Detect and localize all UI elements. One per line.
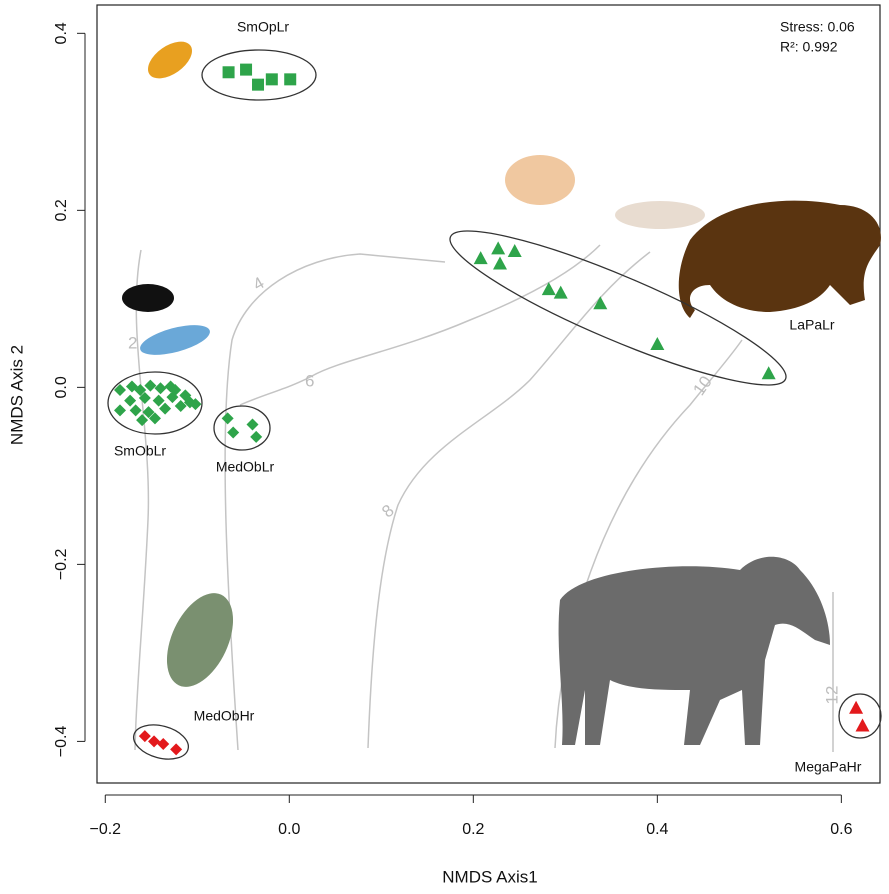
- tapir: [559, 557, 830, 745]
- point: [474, 251, 488, 264]
- group-label: LaPaLr: [789, 317, 834, 333]
- bird: [122, 284, 174, 312]
- y-tick-label: 0.2: [53, 199, 70, 221]
- point: [493, 256, 507, 269]
- stress-annotation: Stress: 0.06: [780, 19, 855, 35]
- group-label: MedObHr: [194, 708, 255, 724]
- contour-line: [240, 245, 600, 405]
- point: [650, 337, 664, 350]
- y-tick-label: −0.2: [53, 548, 70, 580]
- point: [554, 286, 568, 299]
- x-tick-label: −0.2: [89, 821, 121, 838]
- point: [252, 79, 264, 91]
- point: [246, 419, 258, 431]
- group-label: SmOpLr: [237, 19, 289, 35]
- point: [542, 282, 556, 295]
- contour-label: 12: [822, 686, 841, 705]
- point: [144, 380, 156, 392]
- monkey: [679, 201, 881, 318]
- x-tick-label: 0.6: [830, 821, 852, 838]
- group-label: MegaPaHr: [795, 759, 862, 775]
- illustrations: [122, 34, 881, 745]
- contour-label: 2: [128, 333, 137, 352]
- bird: [153, 583, 246, 697]
- point: [856, 718, 870, 731]
- point: [114, 404, 126, 416]
- contour-label: 8: [378, 501, 397, 522]
- group-ellipse: [202, 50, 316, 100]
- point: [250, 431, 262, 443]
- bird: [505, 155, 575, 205]
- point: [227, 427, 239, 439]
- point: [148, 735, 160, 747]
- x-tick-label: 0.0: [278, 821, 300, 838]
- point: [130, 404, 142, 416]
- contour-line: [135, 250, 148, 750]
- point: [266, 73, 278, 85]
- r2-annotation: R²: 0.992: [780, 39, 838, 55]
- point: [139, 730, 151, 742]
- y-axis-title: NMDS Axis 2: [7, 345, 26, 445]
- x-tick-label: 0.4: [646, 821, 668, 838]
- point: [240, 64, 252, 76]
- point: [222, 412, 234, 424]
- point: [159, 403, 171, 415]
- chart: 2 4 6 8 10 12 Stress: 0.06 R²: 0.992 NMD…: [0, 0, 889, 889]
- bird: [141, 34, 198, 86]
- point: [153, 395, 165, 407]
- x-tick-label: 0.2: [462, 821, 484, 838]
- opossum: [615, 201, 705, 229]
- point: [284, 73, 296, 85]
- point: [223, 66, 235, 78]
- group-label: SmObLr: [114, 443, 166, 459]
- y-tick-label: −0.4: [53, 726, 70, 758]
- group-label: MedObLr: [216, 459, 275, 475]
- contour-line: [225, 254, 445, 750]
- x-axis-title: NMDS Axis1: [442, 867, 537, 886]
- contour-label: 10: [689, 372, 715, 398]
- point: [508, 244, 522, 257]
- point: [491, 241, 505, 254]
- point: [762, 366, 776, 379]
- point: [170, 743, 182, 755]
- bird: [137, 319, 213, 361]
- point: [157, 738, 169, 750]
- point: [136, 414, 148, 426]
- point: [849, 701, 863, 714]
- group-ellipse: [214, 406, 270, 450]
- point: [124, 395, 136, 407]
- y-tick-label: 0.0: [53, 376, 70, 398]
- point: [154, 382, 166, 394]
- contour-label: 6: [305, 371, 314, 390]
- y-tick-label: 0.4: [53, 22, 70, 44]
